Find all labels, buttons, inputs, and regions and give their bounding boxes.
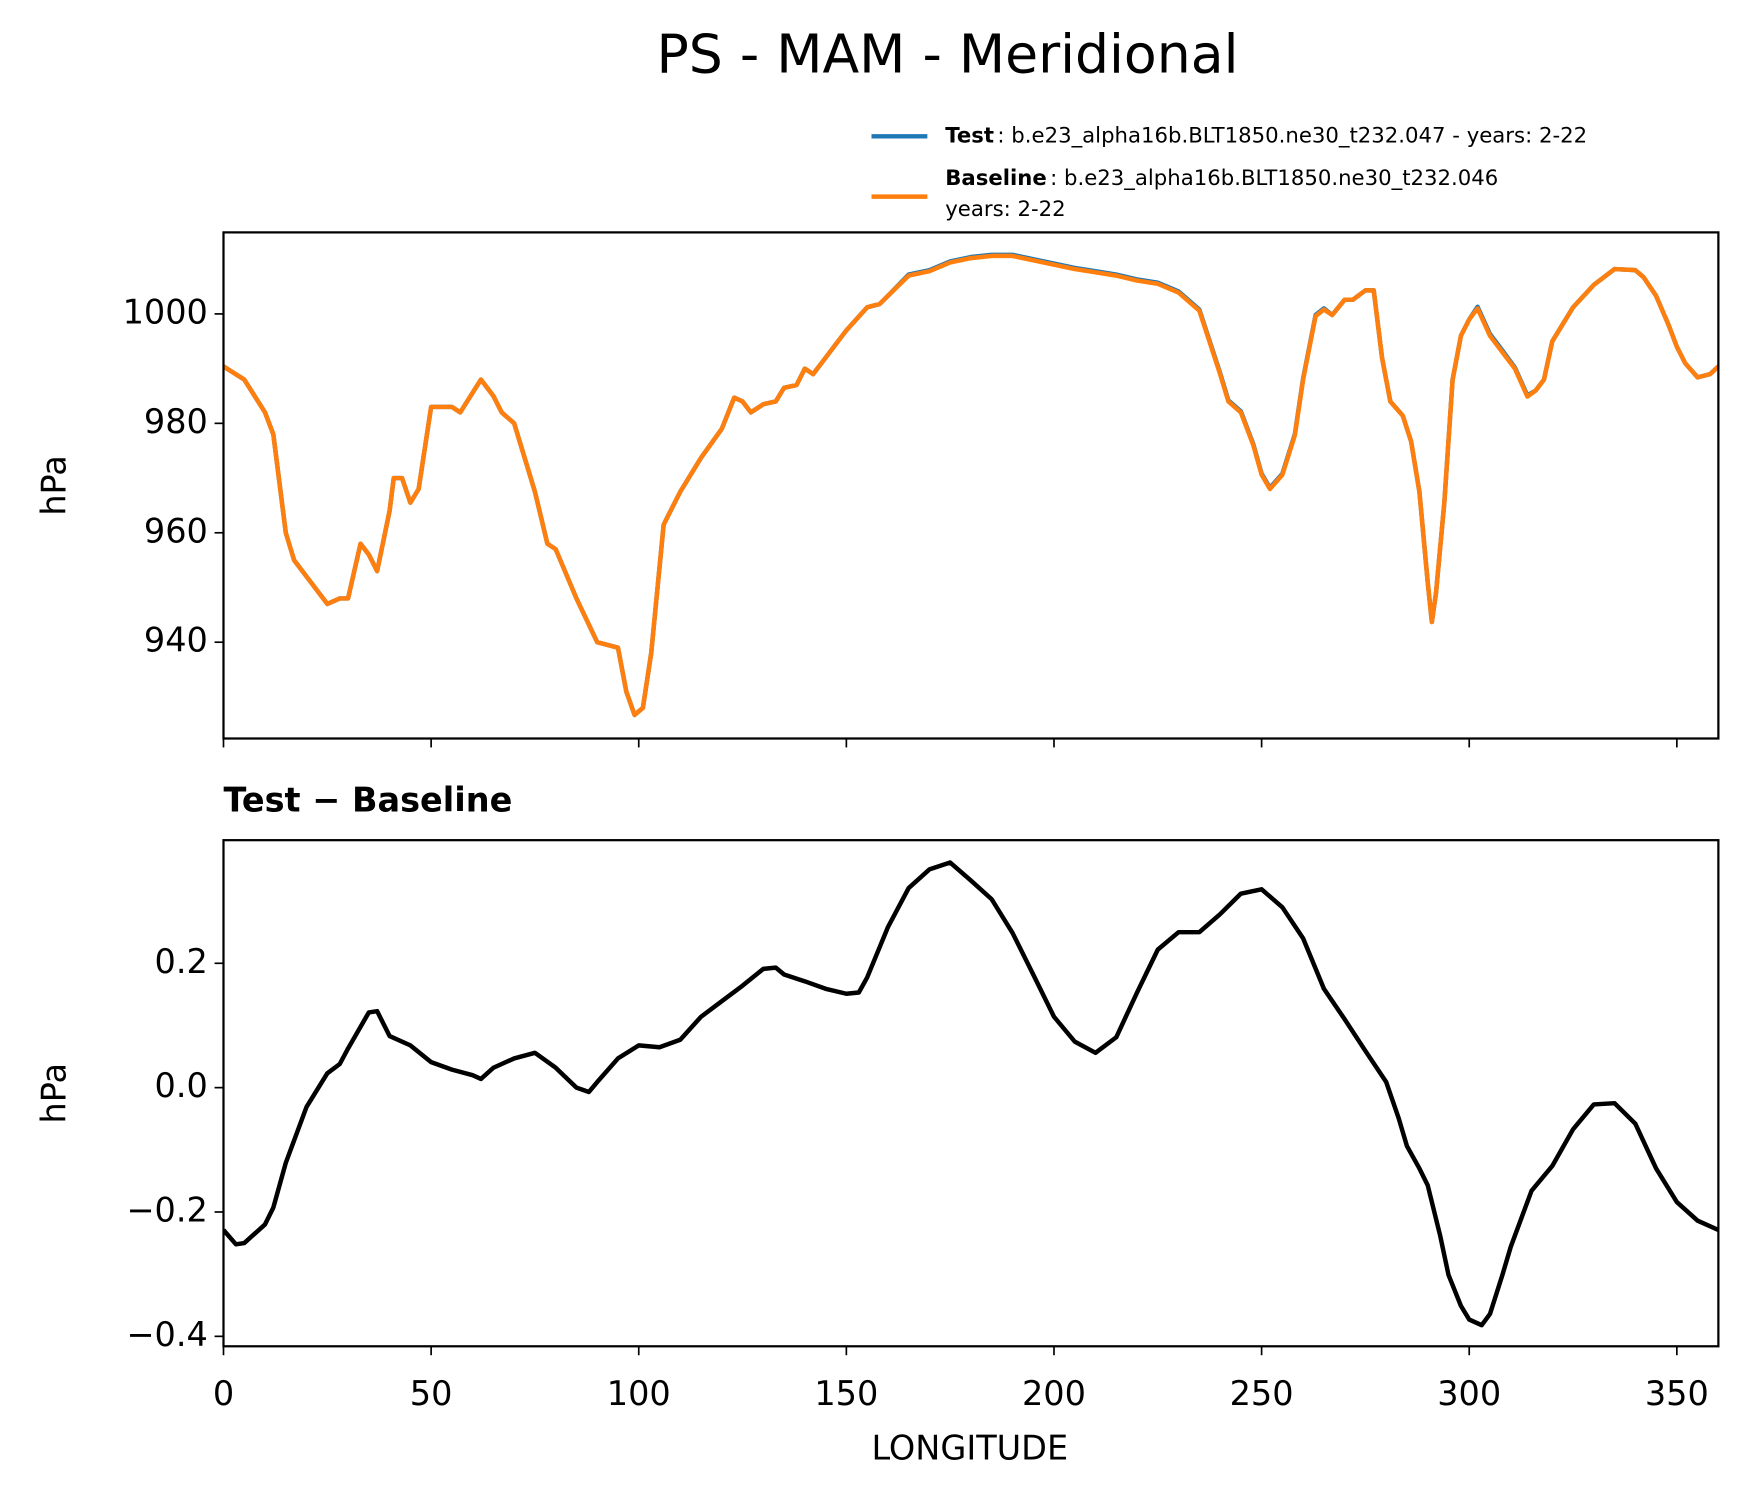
y-tick-label: 980 [144,402,208,441]
axes-frame [222,839,1720,1348]
data-line [223,252,1719,718]
legend-description: : b.e23_alpha16b.BLT1850.ne30_t232.046 [1050,166,1498,191]
y-tick-label: 960 [144,511,208,550]
x-tick-label: 300 [1437,1374,1501,1413]
y-tick-label: 940 [144,621,208,660]
y-tick-label: −0.4 [126,1315,207,1354]
x-tick-label: 50 [410,1374,453,1413]
y-axis-label: hPa [34,1063,73,1123]
x-tick-label: 150 [814,1374,878,1413]
x-tick-label: 100 [607,1374,671,1413]
x-tick-label: 250 [1230,1374,1294,1413]
data-line [223,860,1719,1328]
y-tick-label: 0.2 [155,942,208,981]
x-tick-label: 350 [1645,1374,1709,1413]
x-tick-label: 200 [1022,1374,1086,1413]
y-tick-label: 1000 [123,292,208,331]
legend-description: years: 2-22 [945,197,1065,222]
y-axis-label: hPa [34,455,73,515]
x-tick-label: 0 [213,1374,234,1413]
legend-label: Baseline [945,166,1047,191]
y-tick-label: 0.0 [155,1066,208,1105]
figure-title: PS - MAM - Meridional [656,23,1238,86]
legend-label: Test [945,123,994,148]
y-tick-label: −0.2 [126,1190,207,1229]
x-axis-label: LONGITUDE [871,1429,1068,1468]
panel-title: Test − Baseline [223,781,512,820]
data-line [223,253,1719,718]
axes-frame [222,231,1720,740]
legend-description: : b.e23_alpha16b.BLT1850.ne30_t232.047 -… [997,123,1587,148]
